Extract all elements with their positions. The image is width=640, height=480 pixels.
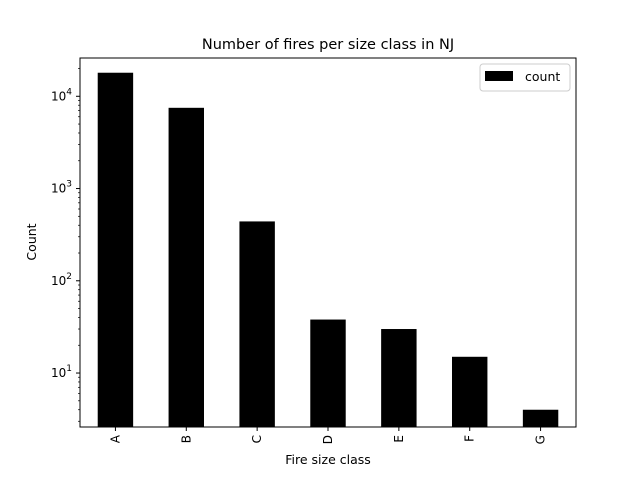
x-tick-label-E: E: [392, 435, 406, 443]
plot-area: A B C D E F G 101 102 103 104: [51, 57, 577, 444]
y-tick-label: 101: [51, 364, 72, 380]
bar-A: [97, 72, 134, 428]
legend-box: [479, 63, 571, 92]
bar-B: [168, 107, 204, 428]
bar-C: [239, 221, 275, 427]
y-axis-label: Count: [24, 223, 39, 260]
x-tick-label-D: D: [321, 435, 335, 444]
x-tick-label-A: A: [108, 434, 122, 443]
bar-E: [381, 329, 417, 427]
x-tick-label-F: F: [463, 435, 477, 442]
x-tick-label-C: C: [250, 435, 264, 443]
x-tick-label-B: B: [179, 435, 193, 443]
legend-label-count: count: [525, 69, 560, 84]
y-tick-label: 104: [51, 87, 72, 103]
bar-D: [310, 319, 346, 427]
legend-swatch-count: [485, 71, 513, 81]
y-tick-label: 102: [51, 272, 72, 288]
axes-frame: [79, 57, 577, 428]
x-tick-label-G: G: [534, 435, 548, 444]
bar-F: [452, 356, 488, 427]
chart-title: Number of fires per size class in NJ: [202, 37, 454, 53]
x-axis-label: Fire size class: [285, 452, 371, 467]
y-tick-label: 103: [51, 180, 72, 196]
legend: count: [479, 63, 571, 92]
bar-G: [522, 409, 559, 427]
